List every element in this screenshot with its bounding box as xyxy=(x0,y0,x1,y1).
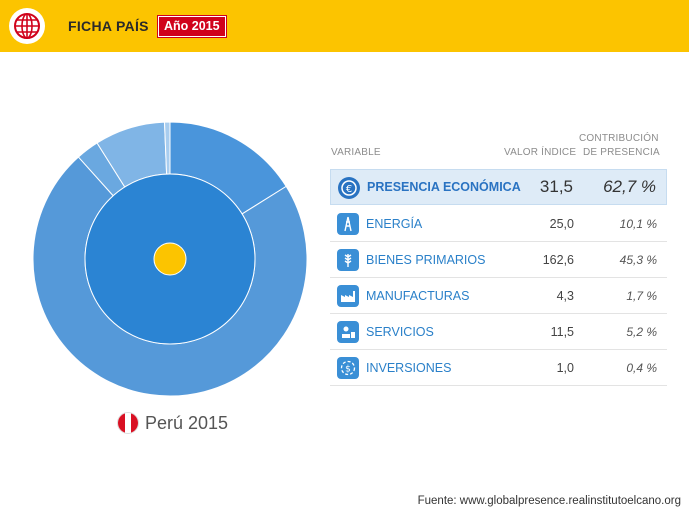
investment-icon: $ xyxy=(337,357,359,379)
row-index: 4,3 xyxy=(556,289,574,303)
table-row-servicios[interactable]: SERVICIOS 11,5 5,2 % xyxy=(330,314,667,350)
row-contribution: 0,4 % xyxy=(626,361,657,375)
svg-text:€: € xyxy=(346,184,352,195)
table-row-bienes-primarios[interactable]: BIENES PRIMARIOS 162,6 45,3 % xyxy=(330,242,667,278)
row-index: 162,6 xyxy=(542,253,574,267)
wheat-icon xyxy=(337,249,359,271)
source-note: Fuente: www.globalpresence.realinstituto… xyxy=(417,495,681,507)
globe-icon[interactable] xyxy=(9,8,45,44)
country-label: Perú 2015 xyxy=(145,413,229,433)
row-contribution: 62,7 % xyxy=(603,177,656,196)
header-contribution-1: CONTRIBUCIÓN xyxy=(579,133,659,144)
row-index: 11,5 xyxy=(550,325,574,339)
row-label: BIENES PRIMARIOS xyxy=(366,253,486,267)
row-label: SERVICIOS xyxy=(366,325,434,339)
page-title: FICHA PAÍS xyxy=(68,18,149,34)
donut-chart xyxy=(32,121,308,397)
row-contribution: 1,7 % xyxy=(626,289,657,303)
header-index: VALOR ÍNDICE xyxy=(504,147,577,158)
energy-tower-icon xyxy=(337,213,359,235)
row-label: PRESENCIA ECONÓMICA xyxy=(367,180,521,194)
row-contribution: 5,2 % xyxy=(626,325,657,339)
row-index: 1,0 xyxy=(556,361,574,375)
header-bar: FICHA PAÍS Año 2015 xyxy=(0,0,689,52)
row-contribution: 45,3 % xyxy=(619,253,657,267)
peru-flag-icon xyxy=(117,412,139,434)
table-row-energia[interactable]: ENERGÍA 25,0 10,1 % xyxy=(330,206,667,242)
row-label: MANUFACTURAS xyxy=(366,289,470,303)
year-badge: Año 2015 xyxy=(157,15,227,38)
header-variable: VARIABLE xyxy=(331,147,381,158)
factory-icon xyxy=(337,285,359,307)
center-dot xyxy=(153,242,187,276)
table-row-manufacturas[interactable]: MANUFACTURAS 4,3 1,7 % xyxy=(330,278,667,314)
svg-text:$: $ xyxy=(345,365,351,375)
row-label: INVERSIONES xyxy=(366,361,452,375)
header-contribution-2: DE PRESENCIA xyxy=(583,147,660,158)
table-row-inversiones[interactable]: $ INVERSIONES 1,0 0,4 % xyxy=(330,350,667,386)
row-label: ENERGÍA xyxy=(366,217,423,231)
row-index: 31,5 xyxy=(539,177,573,196)
row-index: 25,0 xyxy=(549,217,574,231)
euro-icon: € xyxy=(338,177,360,199)
table-row-presencia-economica[interactable]: € PRESENCIA ECONÓMICA 31,5 62,7 % xyxy=(330,169,667,205)
services-icon xyxy=(337,321,359,343)
row-contribution: 10,1 % xyxy=(619,217,657,231)
